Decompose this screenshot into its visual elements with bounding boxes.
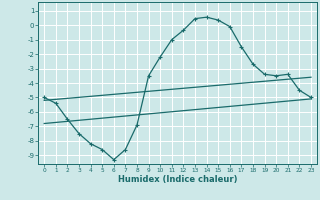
X-axis label: Humidex (Indice chaleur): Humidex (Indice chaleur) — [118, 175, 237, 184]
